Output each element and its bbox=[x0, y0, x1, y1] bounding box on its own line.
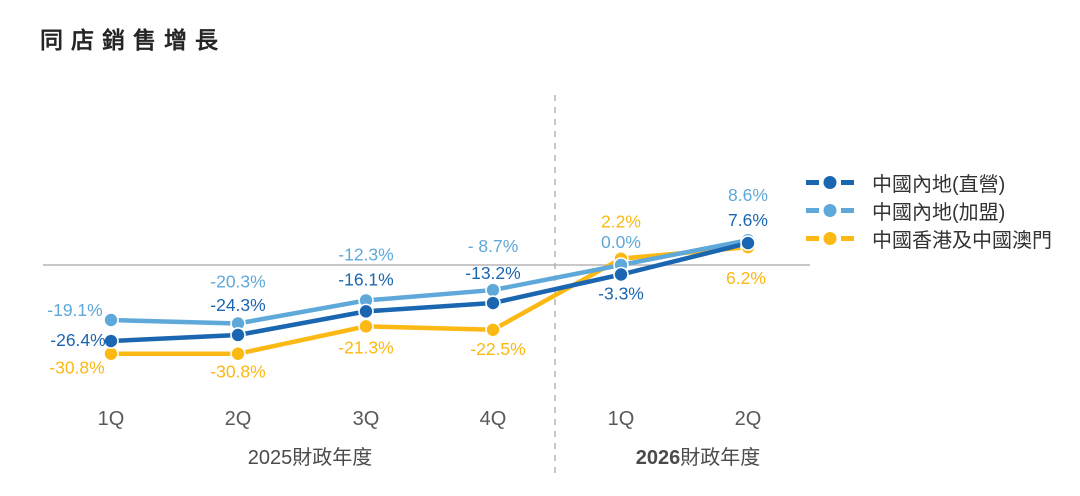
data-point-marker bbox=[485, 321, 501, 338]
legend-line-dot-icon bbox=[806, 232, 854, 245]
chart-title: 同店銷售增長 bbox=[40, 27, 226, 53]
x-tick-label: 2Q bbox=[225, 408, 252, 430]
data-point-label: -3.3% bbox=[598, 284, 644, 304]
data-point-label: -30.8% bbox=[210, 362, 265, 382]
data-point-label: 0.0% bbox=[601, 232, 641, 252]
chart-legend: 中國內地(直營) 中國內地(加盟) 中國香港及中國澳門 bbox=[806, 171, 1052, 252]
legend-line-dot-icon bbox=[806, 176, 854, 189]
series-line bbox=[108, 240, 751, 344]
data-point-label: -24.3% bbox=[210, 295, 265, 315]
legend-item: 中國香港及中國澳門 bbox=[806, 227, 1052, 252]
legend-line-dot-icon bbox=[806, 204, 854, 217]
data-point-label: -13.2% bbox=[465, 263, 520, 283]
data-point-label: -12.3% bbox=[338, 244, 393, 264]
data-point-label: 7.6% bbox=[728, 210, 768, 230]
legend-dot-icon bbox=[823, 232, 837, 245]
legend-item: 中國內地(直營) bbox=[806, 171, 1052, 196]
fiscal-year-label: 2026財政年度 bbox=[636, 446, 761, 469]
data-point-marker bbox=[230, 345, 246, 362]
data-point-marker bbox=[740, 235, 756, 251]
legend-item-label: 中國香港及中國澳門 bbox=[872, 230, 1052, 252]
data-point-marker bbox=[613, 266, 629, 283]
data-point-marker bbox=[103, 312, 119, 328]
x-tick-label: 3Q bbox=[353, 408, 380, 430]
x-tick-label: 1Q bbox=[98, 408, 125, 430]
data-point-label: -30.8% bbox=[49, 358, 104, 378]
legend-item-label: 中國內地(加盟) bbox=[872, 202, 1006, 224]
data-point-marker bbox=[485, 282, 501, 298]
series-line bbox=[108, 244, 751, 356]
data-point-label: -19.1% bbox=[47, 300, 102, 320]
fiscal-year-suffix: 財政年度 bbox=[292, 446, 372, 469]
fiscal-year-number: 2026 bbox=[636, 447, 681, 469]
data-point-label: 2.2% bbox=[601, 212, 641, 232]
fiscal-year-suffix: 財政年度 bbox=[680, 446, 760, 469]
fiscal-year-label: 2025財政年度 bbox=[248, 446, 373, 469]
data-point-marker bbox=[103, 333, 119, 349]
legend-item: 中國內地(加盟) bbox=[806, 199, 1052, 224]
x-tick-label: 1Q bbox=[608, 408, 635, 430]
data-point-label: 8.6% bbox=[728, 185, 768, 205]
series-line bbox=[108, 237, 751, 326]
data-point-label: -22.5% bbox=[470, 339, 525, 359]
legend-dot-icon bbox=[823, 176, 837, 189]
data-point-label: 6.2% bbox=[726, 268, 766, 288]
data-point-label: - 8.7% bbox=[468, 236, 519, 256]
fiscal-year-number: 2025 bbox=[248, 447, 293, 469]
data-point-marker bbox=[358, 303, 374, 320]
data-point-marker bbox=[358, 318, 374, 335]
data-point-marker bbox=[485, 295, 501, 311]
data-point-marker bbox=[230, 327, 246, 343]
legend-item-label: 中國內地(直營) bbox=[872, 174, 1006, 196]
x-tick-label: 2Q bbox=[735, 408, 762, 430]
data-point-label: -21.3% bbox=[338, 337, 393, 357]
data-point-label: -16.1% bbox=[338, 269, 393, 289]
x-tick-label: 4Q bbox=[480, 408, 507, 430]
data-point-label: -20.3% bbox=[210, 271, 265, 291]
legend-dot-icon bbox=[823, 204, 837, 217]
data-point-label: -26.4% bbox=[50, 330, 105, 350]
